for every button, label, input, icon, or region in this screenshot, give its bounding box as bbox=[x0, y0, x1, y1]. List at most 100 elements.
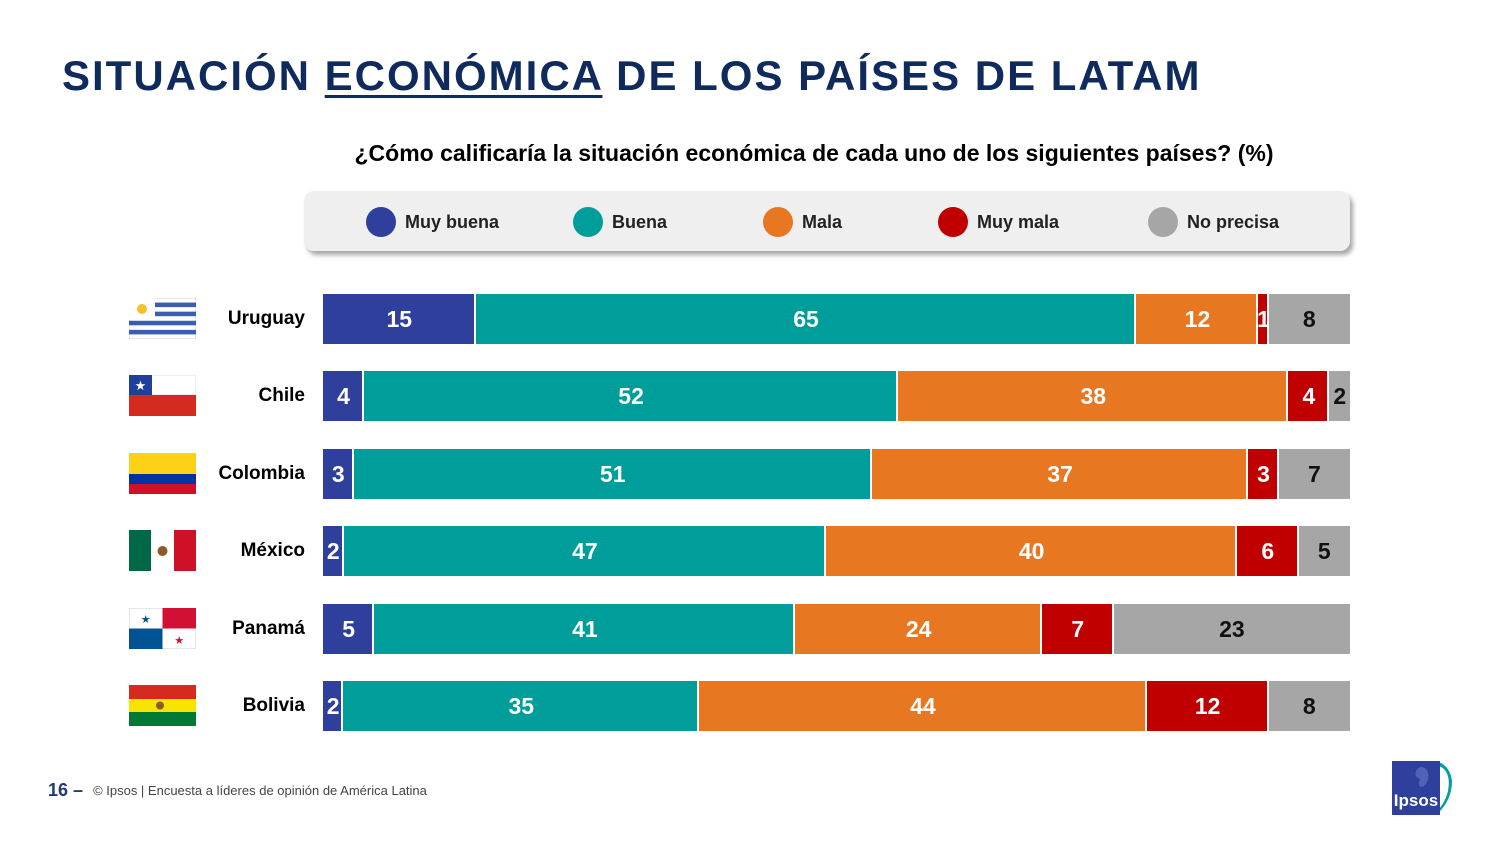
data-label: 5 bbox=[342, 616, 356, 642]
mexico-flag-icon bbox=[129, 530, 196, 571]
country-label: Panamá bbox=[232, 618, 305, 639]
bar-segment bbox=[364, 371, 899, 421]
data-label: 24 bbox=[905, 616, 932, 642]
chart-question: ¿Cómo calificaría la situación económica… bbox=[354, 140, 1274, 166]
bar-segment bbox=[323, 681, 344, 731]
bar-segment bbox=[1248, 449, 1279, 499]
bar-segment bbox=[1329, 371, 1350, 421]
legend-swatch bbox=[1148, 207, 1178, 237]
data-label: 3 bbox=[331, 461, 345, 487]
bar-segment bbox=[699, 681, 1147, 731]
chart-row: Colombia 3 51 37 3 7 bbox=[0, 449, 1500, 499]
svg-text:★: ★ bbox=[174, 634, 184, 647]
svg-text:★: ★ bbox=[141, 613, 151, 626]
stacked-bar: 2 47 40 6 5 bbox=[323, 526, 1350, 576]
chart-row: Uruguay 15 65 12 1 8 bbox=[0, 294, 1500, 344]
data-label: 2 bbox=[1333, 383, 1347, 409]
data-label: 44 bbox=[910, 693, 936, 719]
legend-swatch bbox=[366, 207, 396, 237]
data-label: 38 bbox=[1080, 383, 1107, 409]
data-label: 2 bbox=[326, 693, 340, 719]
bar-segment bbox=[872, 449, 1249, 499]
bar-segment bbox=[1278, 449, 1350, 499]
data-label: 65 bbox=[793, 306, 819, 332]
bar-segment bbox=[343, 681, 700, 731]
data-label: 37 bbox=[1047, 461, 1073, 487]
data-label: 7 bbox=[1308, 461, 1321, 487]
data-label: 41 bbox=[572, 616, 598, 642]
data-label: 47 bbox=[572, 538, 598, 564]
bar-segment bbox=[795, 604, 1042, 654]
stacked-bar: 3 51 37 3 7 bbox=[323, 449, 1350, 499]
footer-source: © Ipsos | Encuesta a líderes de opinión … bbox=[93, 783, 427, 798]
bar-segment bbox=[1113, 604, 1350, 654]
legend-label: No precisa bbox=[1187, 211, 1280, 232]
chart-row: México 2 47 40 6 5 bbox=[0, 526, 1500, 576]
stacked-bar: 5 41 24 7 23 bbox=[323, 604, 1350, 654]
bar-segment bbox=[1146, 681, 1269, 731]
logo-text: Ipsos bbox=[1393, 791, 1439, 810]
legend-label: Muy buena bbox=[405, 211, 500, 232]
data-label: 4 bbox=[1302, 383, 1316, 409]
data-label: 23 bbox=[1219, 616, 1245, 642]
data-label: 3 bbox=[1257, 461, 1270, 487]
svg-text:★: ★ bbox=[135, 379, 147, 394]
bar-segment bbox=[323, 371, 365, 421]
bar-segment bbox=[475, 294, 1137, 344]
legend-label: Mala bbox=[802, 211, 843, 232]
legend-label: Muy mala bbox=[977, 211, 1060, 232]
country-label: México bbox=[240, 540, 305, 561]
bar-segment bbox=[1298, 526, 1350, 576]
data-label: 40 bbox=[1018, 538, 1045, 564]
bar-segment bbox=[323, 526, 344, 576]
bar-segment bbox=[898, 371, 1289, 421]
data-label: 7 bbox=[1071, 616, 1085, 642]
stacked-bar: 2 35 44 12 8 bbox=[323, 681, 1350, 731]
bar-segment bbox=[1258, 294, 1269, 344]
data-label: 8 bbox=[1302, 306, 1316, 332]
bar-segment bbox=[1041, 604, 1114, 654]
page-title: SITUACIÓN ECONÓMICA DE LOS PAÍSES DE LAT… bbox=[62, 52, 1202, 99]
legend-item: Muy buena bbox=[366, 207, 499, 237]
chile-flag-icon: ★ bbox=[129, 375, 196, 416]
uruguay-flag-icon bbox=[129, 298, 196, 339]
bar-segment bbox=[1288, 371, 1330, 421]
legend-item: No precisa bbox=[1148, 207, 1279, 237]
data-label: 51 bbox=[599, 461, 626, 487]
bar-segment bbox=[1237, 526, 1299, 576]
chart-row: ★ Chile 4 52 38 4 2 bbox=[0, 371, 1500, 421]
data-label: 8 bbox=[1302, 693, 1316, 719]
data-label: 12 bbox=[1184, 306, 1211, 332]
stacked-bar: 15 65 12 1 8 bbox=[323, 294, 1350, 344]
bar-segment bbox=[1268, 294, 1350, 344]
legend-swatch bbox=[763, 207, 793, 237]
data-label: 52 bbox=[618, 383, 644, 409]
panama-flag-icon: ★ ★ bbox=[129, 608, 196, 649]
legend-item: Muy mala bbox=[938, 207, 1059, 237]
country-label: Bolivia bbox=[242, 695, 305, 716]
bar-segment bbox=[826, 526, 1238, 576]
bar-segment bbox=[323, 449, 354, 499]
data-label: 2 bbox=[326, 538, 340, 564]
data-label: 12 bbox=[1194, 693, 1221, 719]
page-number: 16 – bbox=[48, 780, 84, 800]
footer: 16 – © Ipsos | Encuesta a líderes de opi… bbox=[48, 780, 427, 801]
stacked-bar: 4 52 38 4 2 bbox=[323, 371, 1350, 421]
data-label: 35 bbox=[508, 693, 535, 719]
country-label: Chile bbox=[258, 385, 305, 406]
legend-swatch bbox=[573, 207, 603, 237]
data-label: 4 bbox=[337, 383, 350, 409]
bar-segment bbox=[1136, 294, 1259, 344]
bar-segment bbox=[343, 526, 827, 576]
bar-segment bbox=[323, 604, 375, 654]
data-label: 6 bbox=[1261, 538, 1275, 564]
ipsos-logo: Ipsos bbox=[1392, 761, 1452, 815]
bolivia-flag-icon bbox=[129, 685, 196, 726]
legend-swatch bbox=[938, 207, 968, 237]
bar-segment bbox=[374, 604, 796, 654]
legend-label: Buena bbox=[612, 211, 668, 232]
legend-item: Buena bbox=[573, 207, 667, 237]
bar-segment bbox=[323, 294, 476, 344]
country-label: Uruguay bbox=[227, 308, 305, 329]
bar-segment bbox=[1268, 681, 1350, 731]
